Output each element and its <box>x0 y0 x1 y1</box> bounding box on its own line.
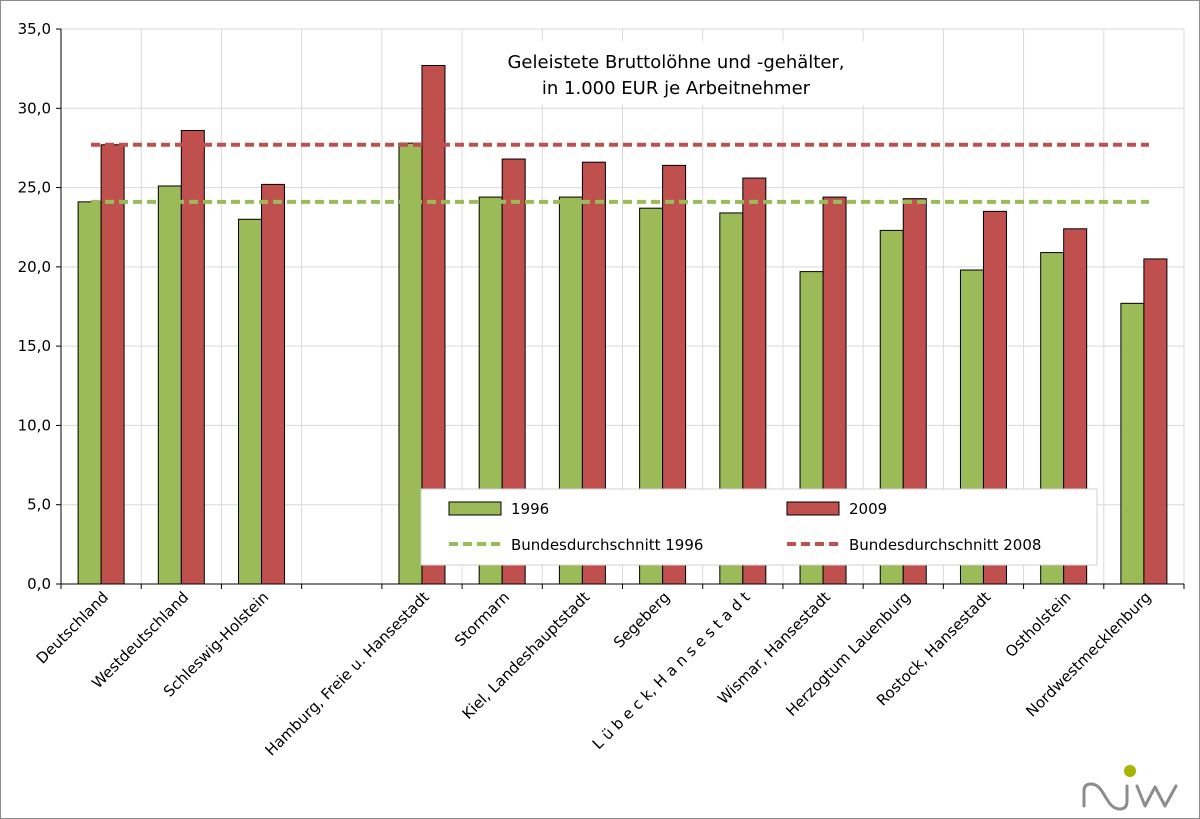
bar-1996 <box>238 218 263 585</box>
y-axis: 0,0 5,0 10,0 15,0 20,0 25,0 30,0 35,0 <box>18 20 61 593</box>
x-category-label: Segeberg <box>610 588 673 651</box>
legend-label-2009: 2009 <box>849 500 887 518</box>
logo-letter-w <box>1135 784 1178 808</box>
y-tick-label: 0,0 <box>27 575 51 593</box>
y-tick-label: 15,0 <box>18 337 51 355</box>
x-category-label: L ü b e c k, H a n s e s t a d t <box>589 588 754 753</box>
title-box <box>477 41 875 105</box>
legend-label-1996: 1996 <box>511 500 549 518</box>
bar-2009 <box>261 183 286 585</box>
x-axis-labels: DeutschlandWestdeutschlandSchleswig-Hols… <box>33 588 1155 759</box>
bar-2009 <box>100 144 125 585</box>
logo-letter-n <box>1082 782 1129 811</box>
y-tick-label: 20,0 <box>18 258 51 276</box>
title-line-1: Geleistete Bruttolöhne und -gehälter, <box>507 52 844 73</box>
x-category-label: Hamburg, Freie u. Hansestadt <box>262 588 433 759</box>
legend-swatch-2009 <box>786 501 840 516</box>
legend-swatch-1996 <box>448 501 502 516</box>
y-tick-label: 5,0 <box>27 496 51 514</box>
x-category-label: Stormarn <box>451 588 513 650</box>
x-category-label: Ostholstein <box>1002 588 1075 661</box>
bar-2009 <box>180 129 205 585</box>
legend: 1996 2009 Bundesdurchschnitt 1996 Bundes… <box>420 488 1098 566</box>
legend-label-avg-1996: Bundesdurchschnitt 1996 <box>511 536 703 554</box>
axes <box>60 29 1185 589</box>
x-category-label: Deutschland <box>33 588 112 667</box>
y-tick-label: 35,0 <box>18 20 51 38</box>
bar-1996 <box>77 201 102 585</box>
bar-2009 <box>1143 258 1168 585</box>
bar-1996 <box>1120 302 1145 585</box>
title-line-2: in 1.000 EUR je Arbeitnehmer <box>542 78 811 99</box>
logo-dot <box>1124 765 1136 777</box>
niw-logo <box>1082 765 1178 811</box>
y-tick-label: 25,0 <box>18 179 51 197</box>
bar-1996 <box>157 185 182 585</box>
legend-label-avg-2008: Bundesdurchschnitt 2008 <box>849 536 1041 554</box>
y-tick-label: 10,0 <box>18 416 51 434</box>
chart-title: Geleistete Bruttolöhne und -gehälter, in… <box>477 41 875 105</box>
y-tick-label: 30,0 <box>18 99 51 117</box>
bar-1996 <box>398 142 423 585</box>
reference-lines <box>91 142 1149 204</box>
legend-box <box>420 488 1098 566</box>
